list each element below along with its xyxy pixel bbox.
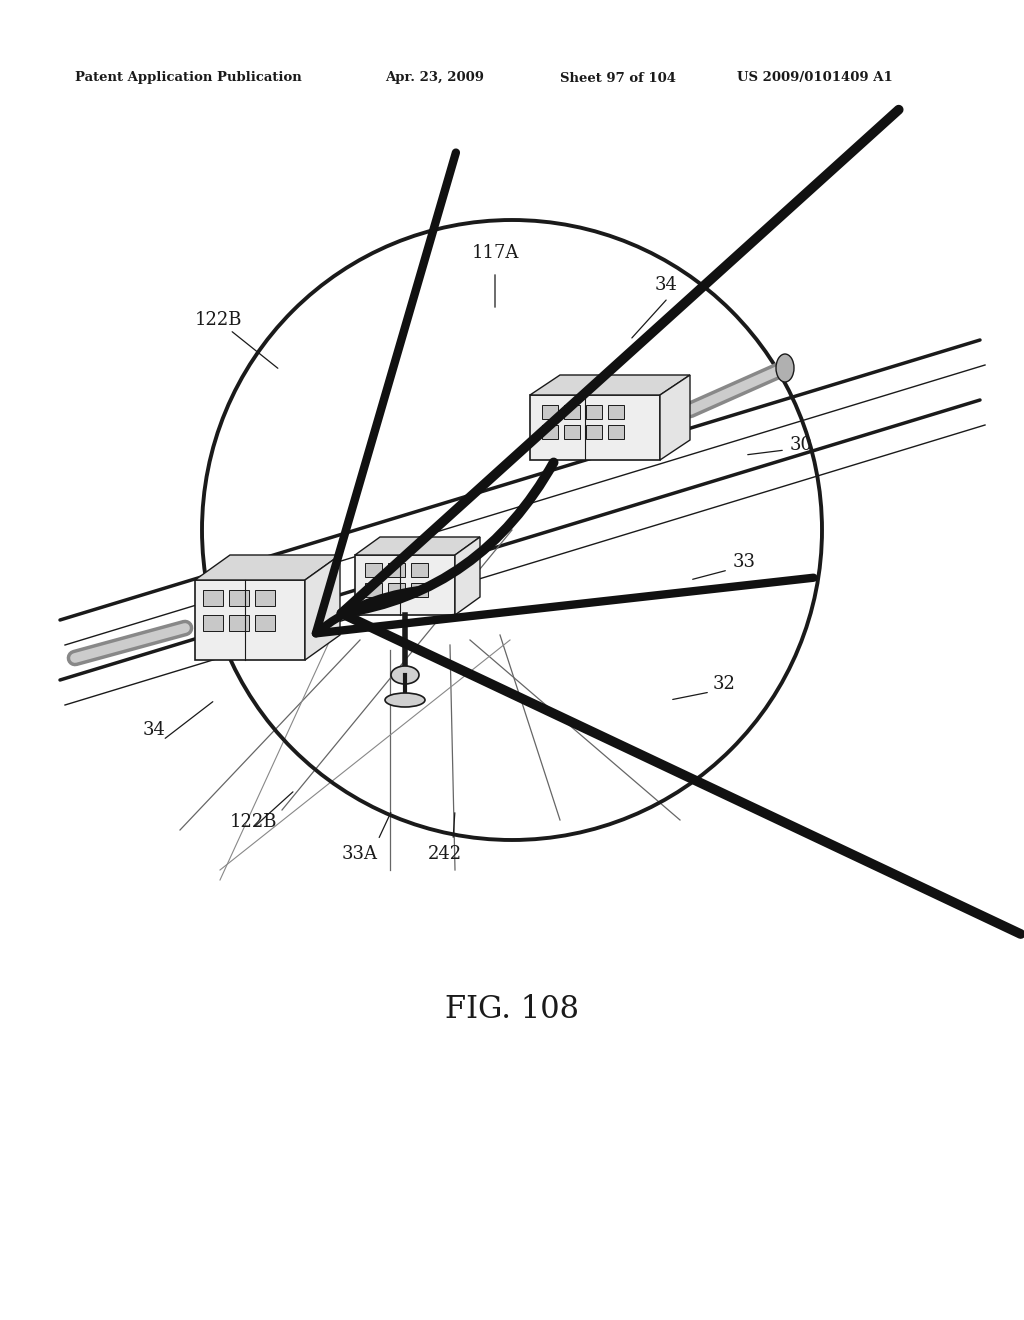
Text: 117A: 117A bbox=[471, 244, 519, 261]
Text: Apr. 23, 2009: Apr. 23, 2009 bbox=[385, 71, 484, 84]
Text: 30: 30 bbox=[790, 436, 813, 454]
Bar bbox=[203, 590, 223, 606]
Text: 33: 33 bbox=[733, 553, 756, 572]
Polygon shape bbox=[355, 554, 455, 615]
Polygon shape bbox=[530, 395, 660, 459]
Bar bbox=[411, 583, 428, 597]
Text: 32: 32 bbox=[713, 675, 736, 693]
Bar bbox=[203, 615, 223, 631]
Bar bbox=[586, 425, 602, 440]
Text: 122B: 122B bbox=[230, 813, 278, 832]
Ellipse shape bbox=[385, 693, 425, 708]
Bar bbox=[365, 564, 382, 577]
Bar bbox=[388, 564, 406, 577]
Bar bbox=[229, 590, 249, 606]
Polygon shape bbox=[195, 554, 340, 579]
Polygon shape bbox=[455, 537, 480, 615]
Text: US 2009/0101409 A1: US 2009/0101409 A1 bbox=[737, 71, 893, 84]
Polygon shape bbox=[660, 375, 690, 459]
Bar bbox=[388, 583, 406, 597]
Text: Patent Application Publication: Patent Application Publication bbox=[75, 71, 302, 84]
Text: FIG. 108: FIG. 108 bbox=[445, 994, 579, 1026]
Bar bbox=[229, 615, 249, 631]
Text: Sheet 97 of 104: Sheet 97 of 104 bbox=[560, 71, 676, 84]
Text: 242: 242 bbox=[428, 845, 462, 863]
FancyArrowPatch shape bbox=[315, 153, 813, 634]
Bar bbox=[542, 405, 558, 418]
Ellipse shape bbox=[776, 354, 794, 381]
FancyArrowPatch shape bbox=[341, 110, 1021, 935]
Bar bbox=[542, 425, 558, 440]
Polygon shape bbox=[530, 375, 690, 395]
Bar bbox=[255, 615, 275, 631]
Text: 122B: 122B bbox=[195, 312, 243, 329]
Bar bbox=[608, 405, 624, 418]
Text: 34: 34 bbox=[143, 721, 166, 739]
Bar bbox=[411, 564, 428, 577]
Text: 33A: 33A bbox=[342, 845, 378, 863]
Text: 34: 34 bbox=[655, 276, 678, 294]
Bar bbox=[564, 425, 580, 440]
Ellipse shape bbox=[391, 667, 419, 684]
Polygon shape bbox=[195, 579, 305, 660]
Bar bbox=[564, 405, 580, 418]
Bar bbox=[255, 590, 275, 606]
Polygon shape bbox=[305, 554, 340, 660]
Bar bbox=[365, 583, 382, 597]
Bar bbox=[608, 425, 624, 440]
Polygon shape bbox=[355, 537, 480, 554]
Bar bbox=[586, 405, 602, 418]
